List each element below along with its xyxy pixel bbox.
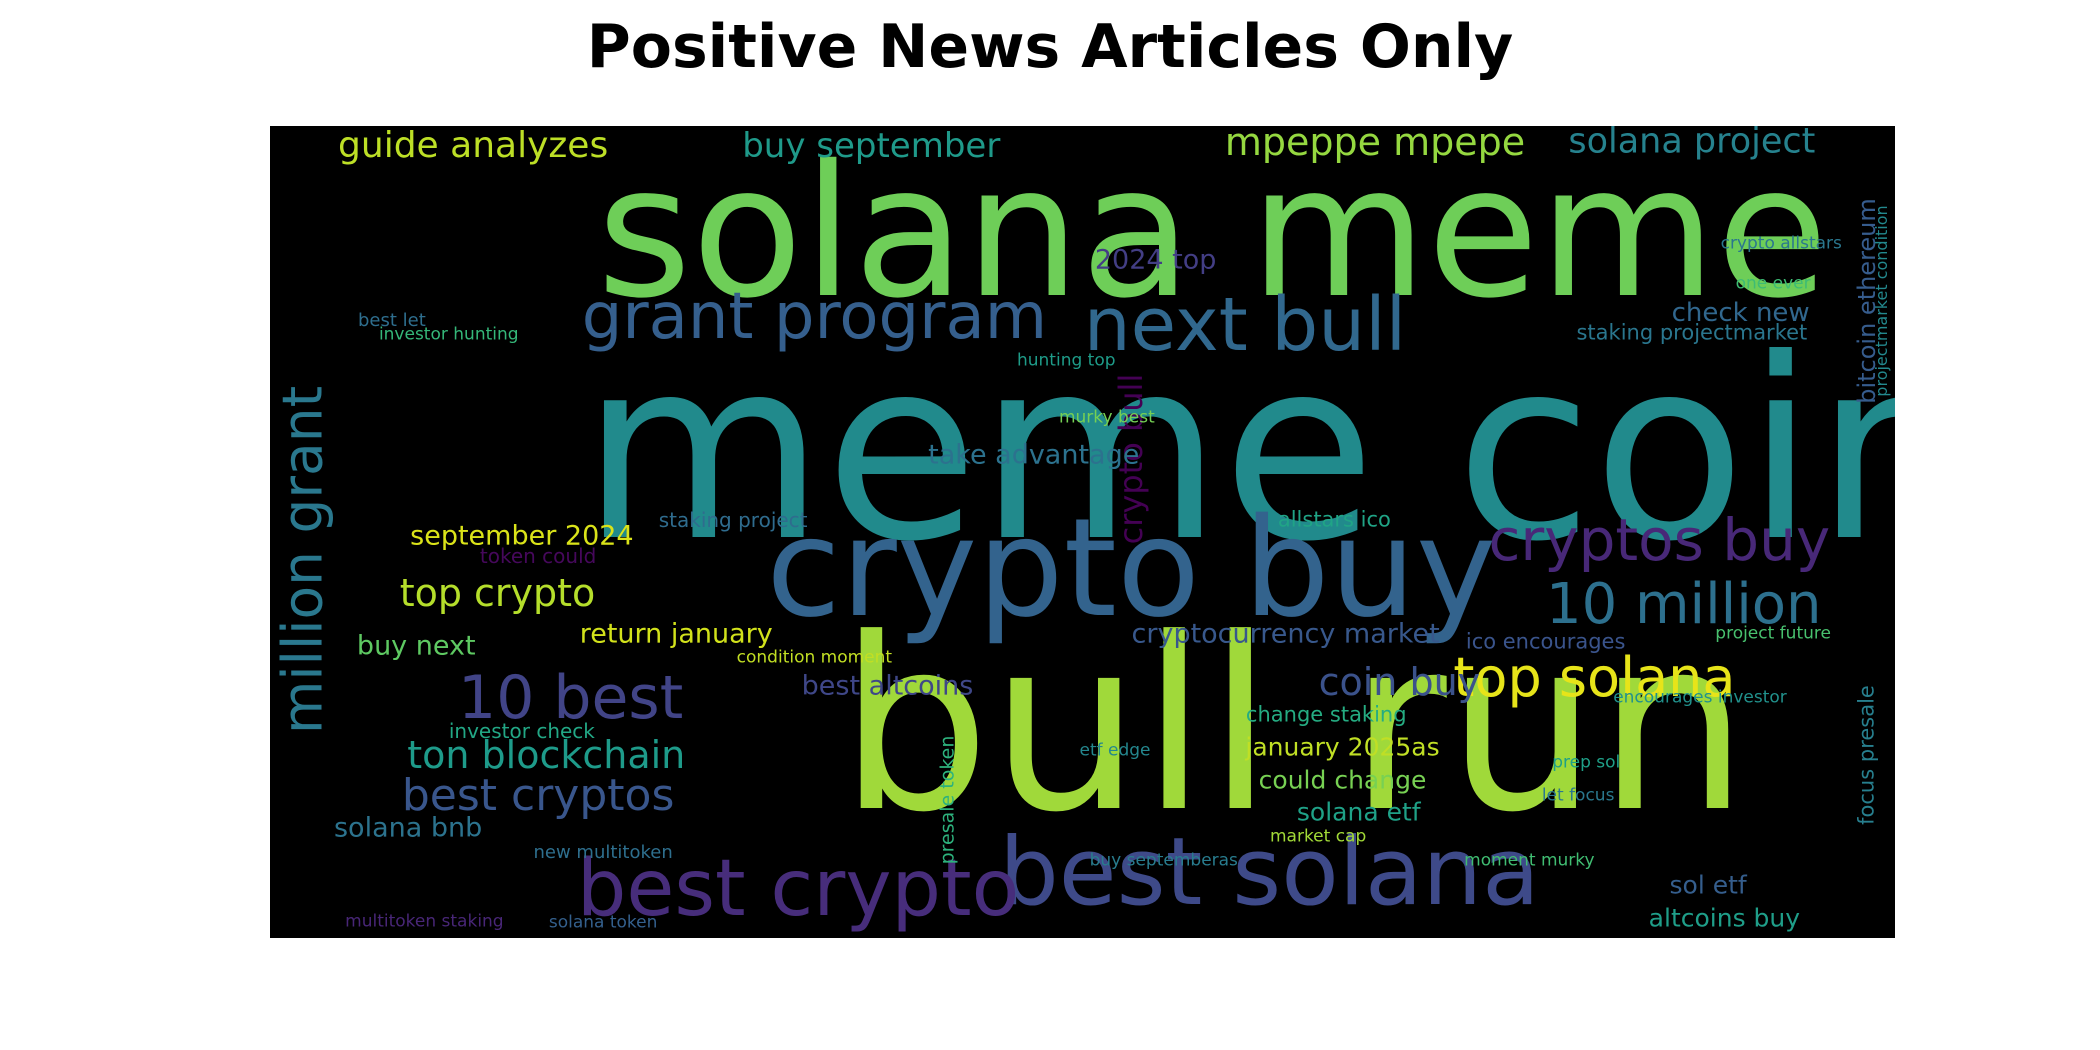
word: multitoken staking bbox=[345, 911, 504, 932]
word: etf edge bbox=[1079, 740, 1151, 761]
word: guide analyzes bbox=[338, 126, 609, 167]
word: best cryptos bbox=[401, 769, 675, 821]
word: staking projectmarket bbox=[1576, 320, 1808, 345]
chart-title: Positive News Articles Only bbox=[586, 12, 1514, 82]
word: presale token bbox=[936, 735, 959, 865]
word: project future bbox=[1715, 623, 1831, 643]
word: focus presale bbox=[1854, 685, 1879, 826]
word: grant program bbox=[581, 279, 1048, 354]
word: new multitoken bbox=[533, 841, 673, 863]
word: hunting top bbox=[1016, 350, 1116, 371]
word: investor hunting bbox=[378, 324, 519, 345]
word: september 2024 bbox=[410, 520, 634, 552]
word: change staking bbox=[1245, 702, 1407, 727]
word: top solana bbox=[1453, 646, 1736, 710]
word: moment murky bbox=[1464, 850, 1595, 871]
word: market cap bbox=[1269, 826, 1367, 846]
word: 2024 top bbox=[1094, 244, 1217, 276]
word: coin buy bbox=[1318, 660, 1481, 705]
word: projectmarket condition bbox=[1872, 204, 1891, 397]
word: bull run bbox=[839, 587, 1749, 865]
word: sol etf bbox=[1669, 870, 1747, 900]
word: condition moment bbox=[736, 647, 893, 668]
word: cryptos buy bbox=[1488, 506, 1831, 575]
word: return january bbox=[579, 618, 773, 649]
word: one ever bbox=[1735, 273, 1811, 294]
word: best crypto bbox=[576, 844, 1020, 935]
word: could change bbox=[1258, 765, 1427, 795]
word: let focus bbox=[1541, 785, 1615, 806]
word: altcoins buy bbox=[1648, 903, 1801, 933]
word: check new bbox=[1671, 297, 1810, 328]
word: investor check bbox=[448, 718, 595, 743]
word: ton blockchain bbox=[407, 733, 686, 778]
word: january 2025as bbox=[1245, 732, 1440, 762]
word: encourages investor bbox=[1613, 687, 1787, 708]
word: million grant bbox=[270, 386, 334, 735]
word: best let bbox=[357, 309, 426, 331]
word: murky best bbox=[1058, 407, 1155, 428]
word: best solana bbox=[999, 818, 1540, 928]
word: 10 best bbox=[458, 663, 684, 734]
word: ico encourages bbox=[1465, 629, 1626, 654]
word: crypto buy bbox=[766, 489, 1497, 648]
word: buy september bbox=[742, 126, 1001, 167]
word: solana etf bbox=[1296, 797, 1421, 827]
word: solana bnb bbox=[333, 812, 483, 844]
word: 10 million bbox=[1545, 572, 1822, 638]
word: solana meme bbox=[596, 126, 1829, 338]
word: prep sol bbox=[1552, 752, 1621, 773]
word: cryptocurrency market bbox=[1131, 618, 1440, 649]
word: take advantage bbox=[928, 439, 1140, 471]
word: mpeppe mpepe bbox=[1224, 126, 1526, 165]
word: next bull bbox=[1083, 281, 1407, 368]
word: buy septemberas bbox=[1089, 850, 1238, 871]
word: crypto allstars bbox=[1720, 233, 1842, 254]
word: buy next bbox=[356, 630, 476, 662]
word: top crypto bbox=[399, 570, 596, 615]
word: best altcoins bbox=[801, 670, 974, 702]
word-cloud: meme coin bull run solana meme crypto bu… bbox=[270, 126, 1895, 938]
word: meme coin bbox=[581, 304, 1895, 596]
word: token could bbox=[479, 544, 597, 569]
word: solana token bbox=[548, 912, 658, 933]
word: staking project bbox=[658, 507, 808, 532]
word: solana project bbox=[1568, 126, 1816, 162]
word: allstars ico bbox=[1277, 507, 1391, 532]
